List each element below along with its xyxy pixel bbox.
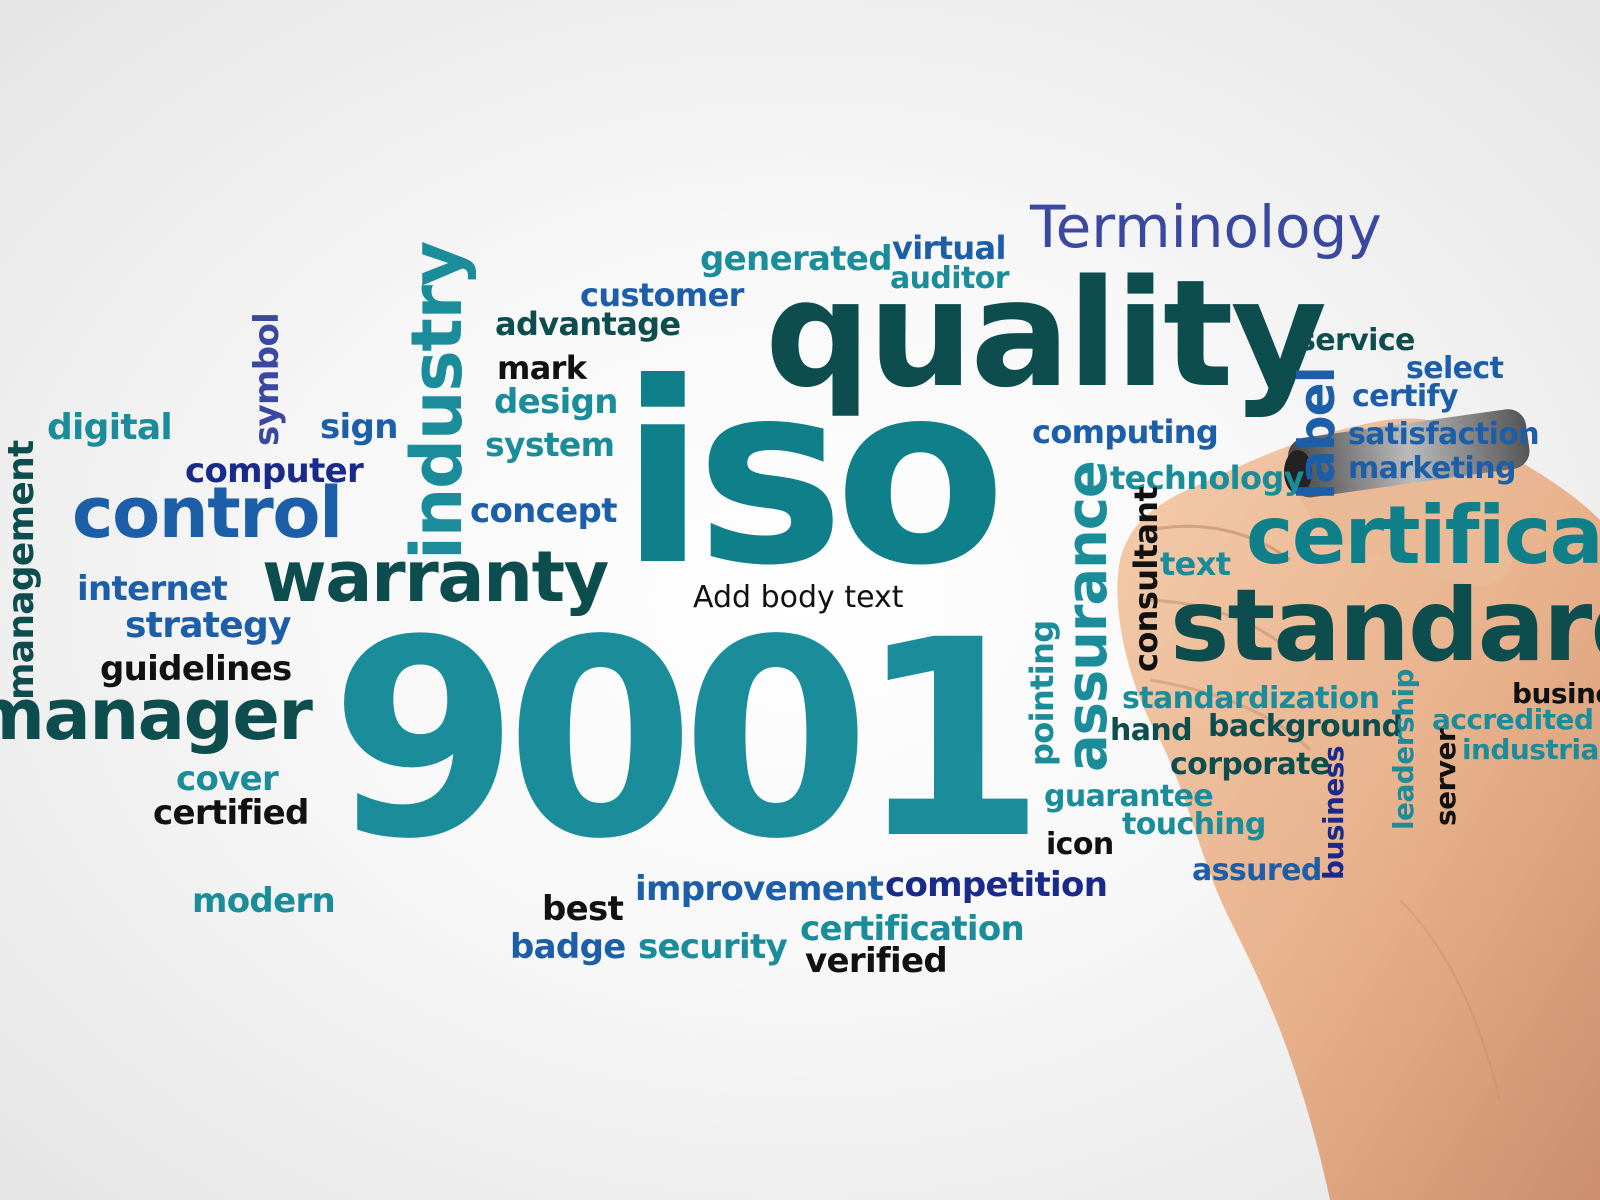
word-strategy: strategy — [125, 605, 292, 646]
word-guarantee: guarantee — [1044, 779, 1214, 814]
word-mark: mark — [497, 349, 587, 387]
word-guidelines: guidelines — [100, 649, 292, 689]
word-management: management — [1, 440, 42, 700]
word-competition: competition — [885, 865, 1108, 905]
word-service: service — [1298, 323, 1415, 358]
word-business: business — [1317, 745, 1350, 880]
word-warranty: warranty — [262, 536, 609, 618]
word-text: text — [1160, 545, 1231, 583]
word-best: best — [542, 889, 624, 929]
word-concept: concept — [470, 491, 617, 531]
word-assured: assured — [1192, 853, 1322, 888]
word-advantage: advantage — [495, 305, 681, 343]
word-background: background — [1208, 709, 1403, 744]
word-quality: quality — [765, 248, 1327, 420]
word-certified: certified — [153, 793, 309, 833]
word-standardization: standardization — [1122, 681, 1380, 716]
word-terminology: Terminology — [1030, 193, 1382, 261]
word-pointing: pointing — [1023, 620, 1061, 766]
body-text-placeholder[interactable]: Add body text — [693, 580, 904, 615]
word-business-top: business — [1512, 677, 1600, 710]
word-select: select — [1406, 351, 1504, 386]
word-improvement: improvement — [635, 869, 884, 909]
word-cover: cover — [176, 759, 279, 799]
word-marketing: marketing — [1348, 451, 1516, 486]
word-verified: verified — [805, 941, 948, 981]
word-virtual: virtual — [892, 229, 1006, 267]
word-system: system — [485, 425, 615, 464]
word-internet: internet — [77, 569, 228, 609]
word-auditor: auditor — [890, 261, 1010, 296]
word-certify: certify — [1352, 379, 1459, 414]
word-standard: standard — [1170, 567, 1600, 684]
word-certificate: certificat — [1246, 489, 1600, 582]
word-satisfaction: satisfaction — [1348, 417, 1540, 452]
word-digital: digital — [47, 407, 173, 448]
word-symbol: symbol — [247, 312, 287, 446]
word-customer: customer — [580, 276, 744, 314]
word-certification: certification — [800, 909, 1025, 949]
word-accredited: accredited — [1432, 703, 1594, 736]
word-industry: industry — [396, 242, 478, 560]
word-leadership: leadership — [1387, 669, 1420, 830]
word-generated: generated — [700, 239, 893, 279]
word-design: design — [494, 382, 618, 422]
word-corporate: corporate — [1170, 747, 1330, 782]
word-iso: iso — [620, 329, 1006, 620]
word-modern: modern — [192, 881, 336, 921]
word-touching: touching — [1122, 807, 1266, 842]
word-assurance: assurance — [1055, 461, 1120, 772]
word-control: control — [72, 472, 343, 554]
word-server: server — [1429, 728, 1462, 826]
word-manager: manager — [0, 674, 313, 756]
word-technology: technology — [1110, 459, 1304, 497]
word-computing: computing — [1032, 413, 1219, 451]
word-computer: computer — [185, 451, 364, 491]
word-icon: icon — [1046, 827, 1114, 862]
word-consultant: consultant — [1127, 486, 1165, 672]
word-badge: badge — [510, 927, 626, 967]
word-industrial: industrial — [1462, 733, 1600, 766]
word-sign: sign — [320, 407, 398, 447]
word-9001: 9001 — [330, 583, 1046, 899]
word-hand: hand — [1110, 713, 1193, 748]
word-security: security — [638, 927, 788, 967]
